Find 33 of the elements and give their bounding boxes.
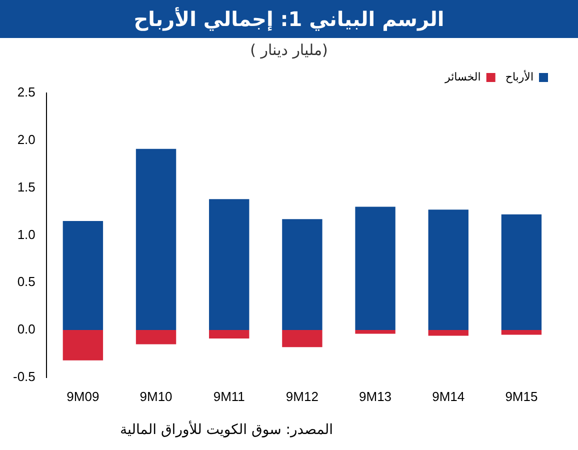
text: المصدر: سوق الكويت للأوراق المالية	[118, 420, 334, 440]
bar	[209, 199, 250, 330]
y-tick-label: 1.0	[17, 226, 36, 242]
bar	[428, 210, 468, 330]
bar	[428, 330, 468, 336]
y-tick-label: -0.5	[12, 368, 36, 384]
bar	[136, 330, 176, 344]
bar	[62, 330, 104, 360]
x-tick-label: 9M13	[359, 388, 392, 404]
bar	[282, 219, 322, 330]
x-tick-label: 9M14	[432, 388, 465, 404]
x-tick-label: 9M15	[505, 388, 538, 404]
y-tick-label: 1.5	[17, 179, 36, 194]
bar	[501, 330, 542, 335]
chart-subtitle: (مليار دينار )	[249, 40, 329, 61]
legend-label: الخسائر	[444, 70, 481, 84]
x-tick-label: 9M09	[66, 388, 100, 404]
x-tick-label: 9M11	[213, 388, 245, 404]
y-tick-label: 2.0	[17, 132, 36, 147]
bar	[62, 220, 104, 330]
chart-title: الرسم البياني 1: إجمالي الأرباح	[0, 0, 578, 38]
x-tick-label: 9M10	[140, 388, 172, 404]
legend-label: الأرباح	[505, 69, 534, 84]
bar	[355, 206, 396, 330]
y-tick-label: 2.5	[17, 84, 36, 100]
bar	[136, 148, 176, 330]
x-tick-label: 9M12	[286, 388, 318, 404]
bar	[282, 330, 322, 348]
bar	[209, 330, 250, 339]
y-tick-label: 0.5	[17, 274, 36, 290]
y-tick-label: 0.0	[17, 322, 36, 337]
bar	[501, 214, 542, 330]
bar	[355, 330, 396, 334]
